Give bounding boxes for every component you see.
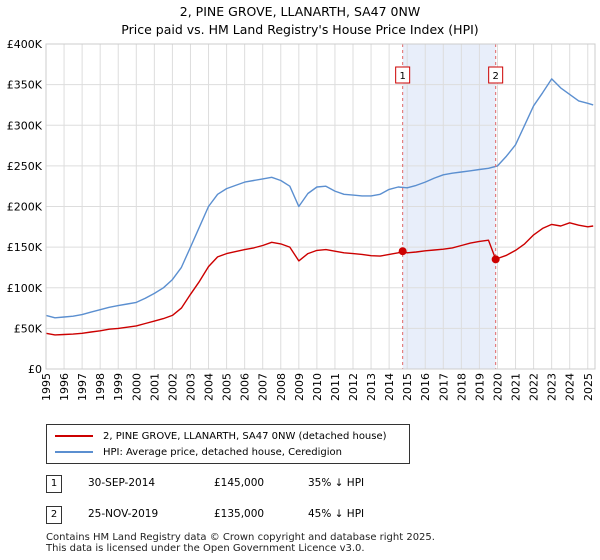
sale-1-point bbox=[398, 247, 407, 256]
x-tick-label: 2014 bbox=[383, 373, 396, 401]
x-tick-label: 2011 bbox=[329, 373, 342, 401]
property-series-line bbox=[45, 222, 594, 336]
x-tick-label: 1995 bbox=[40, 373, 53, 401]
legend-label-property: 2, PINE GROVE, LLANARTH, SA47 0NW (detac… bbox=[103, 430, 387, 442]
legend-item-property: 2, PINE GROVE, LLANARTH, SA47 0NW (detac… bbox=[55, 429, 387, 443]
sale-1-marker-box bbox=[395, 66, 411, 84]
sale-price-1: £145,000 bbox=[214, 477, 265, 489]
legend-item-hpi: HPI: Average price, detached house, Cere… bbox=[55, 445, 342, 459]
legend-swatch-hpi bbox=[55, 451, 93, 453]
y-tick-label: £300K bbox=[7, 119, 43, 132]
x-tick-label: 2005 bbox=[221, 373, 234, 401]
x-tick-label: 2009 bbox=[293, 373, 306, 401]
y-tick-label: £100K bbox=[7, 282, 43, 295]
x-tick-label: 1998 bbox=[94, 373, 107, 401]
x-tick-label: 2002 bbox=[166, 373, 179, 401]
sale-2-point bbox=[491, 255, 500, 264]
chart-title: 2, PINE GROVE, LLANARTH, SA47 0NW bbox=[179, 4, 421, 19]
x-tick-label: 1996 bbox=[58, 373, 71, 401]
sale-2-marker-label: 2 bbox=[492, 71, 498, 82]
x-tick-label: 2018 bbox=[455, 373, 468, 401]
x-tick-label: 2008 bbox=[275, 373, 288, 401]
x-tick-label: 2024 bbox=[564, 373, 577, 401]
x-tick-label: 2016 bbox=[419, 373, 432, 401]
y-tick-label: £350K bbox=[7, 79, 43, 92]
price-chart: £0 £50K £100K £150K £200K £250K £300K £350K £400… bbox=[7, 38, 596, 401]
x-tick-label: 2022 bbox=[528, 373, 541, 401]
sale-2-marker-box bbox=[488, 66, 504, 84]
x-tick-label: 2015 bbox=[401, 373, 414, 401]
legend-swatch-property bbox=[55, 435, 93, 437]
x-tick-label: 2006 bbox=[239, 373, 252, 401]
x-tick-label: 2000 bbox=[130, 373, 143, 401]
sale-date-1: 30-SEP-2014 bbox=[88, 477, 156, 489]
x-tick-label: 2010 bbox=[311, 373, 324, 401]
sale-id-2: 2 bbox=[46, 506, 62, 524]
x-tick-label: 2017 bbox=[437, 373, 450, 401]
x-tick-label: 2021 bbox=[510, 373, 523, 401]
footer-copyright: Contains HM Land Registry data © Crown c… bbox=[46, 532, 435, 543]
y-tick-label: £400K bbox=[7, 38, 43, 51]
sale-price-2: £135,000 bbox=[214, 508, 265, 520]
chart-subtitle: Price paid vs. HM Land Registry's House … bbox=[121, 22, 479, 37]
plot-frame bbox=[45, 43, 596, 370]
legend-label-hpi: HPI: Average price, detached house, Cere… bbox=[103, 446, 342, 458]
x-tick-label: 2001 bbox=[148, 373, 161, 401]
y-tick-label: £0 bbox=[28, 363, 42, 376]
sale-hpi-2: 45% ↓ HPI bbox=[308, 508, 365, 520]
x-tick-label: 2003 bbox=[184, 373, 197, 401]
sale-id-1: 1 bbox=[46, 475, 62, 493]
hpi-series-line bbox=[45, 78, 594, 319]
x-tick-label: 1997 bbox=[76, 373, 89, 401]
y-tick-label: £50K bbox=[14, 322, 43, 335]
x-tick-label: 2012 bbox=[347, 373, 360, 401]
y-tick-label: £150K bbox=[7, 241, 43, 254]
chart-legend: 2, PINE GROVE, LLANARTH, SA47 0NW (detac… bbox=[46, 424, 410, 464]
x-tick-label: 2007 bbox=[257, 373, 270, 401]
y-tick-label: £250K bbox=[7, 160, 43, 173]
sale-1-marker-label: 1 bbox=[399, 71, 405, 82]
footer: Contains HM Land Registry data © Crown c… bbox=[46, 532, 435, 554]
x-tick-label: 2019 bbox=[473, 373, 486, 401]
x-tick-label: 2020 bbox=[491, 373, 504, 401]
x-tick-label: 2023 bbox=[546, 373, 559, 401]
x-tick-label: 2013 bbox=[365, 373, 378, 401]
sale-date-2: 25-NOV-2019 bbox=[88, 508, 159, 520]
x-tick-label: 2025 bbox=[582, 373, 595, 401]
y-tick-label: £200K bbox=[7, 201, 43, 214]
sale-hpi-1: 35% ↓ HPI bbox=[308, 477, 365, 489]
x-tick-label: 1999 bbox=[112, 373, 125, 401]
footer-licence: This data is licensed under the Open Gov… bbox=[46, 543, 365, 554]
x-tick-label: 2004 bbox=[203, 373, 216, 401]
